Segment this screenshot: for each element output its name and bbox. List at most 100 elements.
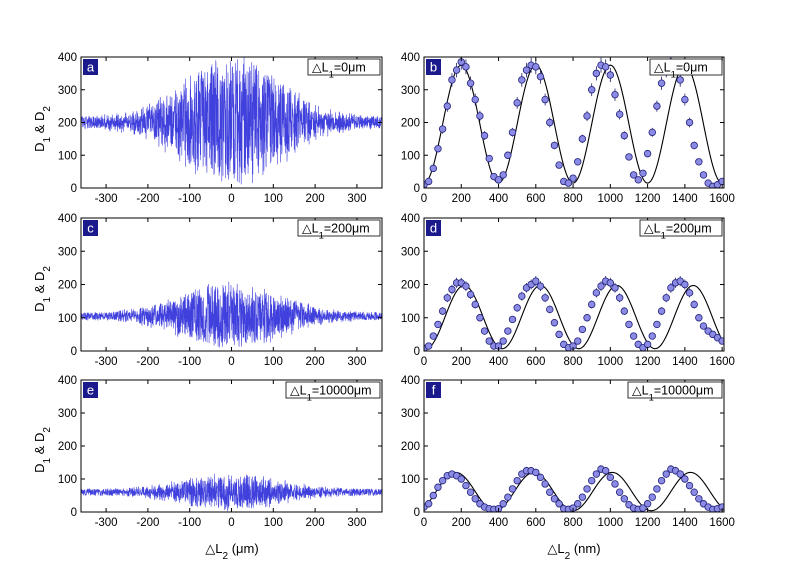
panel-d-data-point: [513, 304, 521, 312]
panel-f-data-point: [471, 495, 479, 503]
panel-e-xtick-label: -100: [178, 517, 201, 529]
panel-f-xtick-label: 0: [421, 517, 427, 529]
panel-d-data-point: [424, 342, 433, 350]
panel-d-data-point: [718, 337, 724, 345]
panel-f-data-point: [536, 473, 545, 482]
panel-d-xtick-label: 1200: [635, 356, 661, 368]
panel-e-ytick-label: 300: [58, 408, 77, 420]
panel-f-data-point: [504, 493, 512, 501]
panel-b-data-point: [434, 144, 442, 153]
panel-f-plot-area: [424, 465, 724, 512]
panel-c-annotation: △L1=200μm: [302, 222, 370, 242]
panel-b-data-point: [648, 128, 656, 137]
panel-c-ytick-label: 400: [58, 213, 77, 225]
panel-b-data-point: [536, 72, 545, 81]
panel-b-annotation: △L1=0μm: [654, 61, 708, 81]
panel-f-data-point: [611, 480, 619, 488]
panel-d-data-point: [448, 285, 456, 294]
panel-f-data-point: [662, 470, 670, 478]
panel-f-data-point: [457, 475, 465, 483]
panel-b-fit-curve: [424, 64, 724, 184]
panel-c-ytick-label: 300: [58, 246, 77, 258]
panel-e-ytick-label: 200: [58, 441, 77, 453]
panel-d-letter-badge: [426, 220, 441, 236]
panel-c-xtick-label: -200: [136, 356, 159, 368]
panel-e-xtick-label: 0: [228, 517, 234, 529]
panel-d-data-point: [657, 307, 666, 315]
panel-f-data-point: [681, 475, 689, 483]
panel-e-annotation-box: [285, 381, 381, 399]
panel-d-data-point: [699, 322, 708, 330]
panel-b-data-point: [424, 177, 433, 186]
panel-f-xtick-label: 1400: [672, 517, 698, 529]
panel-f-data-point: [438, 476, 447, 485]
panel-d-data-point: [476, 314, 484, 322]
panel-f-data-point: [657, 476, 666, 485]
panel-f-data-point: [601, 467, 610, 475]
panel-b-data-point: [685, 118, 694, 127]
xlabel-right: △L2 (nm): [547, 541, 600, 562]
panel-d-xtick-label: 400: [489, 356, 508, 368]
panel-a-xtick-label: 100: [264, 193, 283, 205]
panel-b-data-point: [550, 141, 559, 150]
panel-f-data-point: [541, 480, 549, 488]
panel-d-xtick-label: 200: [452, 356, 471, 368]
panel-f-data-point: [429, 491, 438, 500]
panel-d-annotation: △L1=200μm: [644, 222, 712, 242]
panel-f-data-point: [462, 481, 470, 490]
panel-f-data-point: [620, 495, 629, 503]
panel-d-data-point: [690, 300, 698, 309]
panel-f-data-point: [606, 473, 615, 482]
panel-f-letter-badge: [426, 382, 441, 398]
panel-b-letter-badge: [426, 59, 441, 75]
panel-c-frame: [80, 217, 383, 352]
ylabel-row1-sub1: 1: [42, 137, 53, 143]
panel-f-annotation: △L1=10000μm: [632, 384, 714, 404]
panel-d-data-point: [504, 327, 512, 335]
panel-b-xtick-label: 1600: [709, 193, 735, 205]
panel-d-data-point: [555, 330, 563, 339]
panel-a: -300 -200 -100 0 100 200 300 0 100 200 300 400 a △L1=…: [58, 52, 383, 205]
panel-c-xtick-label: 0: [228, 356, 234, 368]
panel-b-data-point: [480, 131, 489, 140]
panel-d-data-point: [611, 284, 619, 292]
panel-b-data-point: [606, 71, 615, 79]
panel-b-data-point: [466, 79, 475, 87]
panel-b-xtick-label: 0: [421, 193, 427, 205]
panel-b-data-point: [676, 76, 684, 84]
panel-c-xtick-label: 300: [347, 356, 366, 368]
panel-a-xtick-label: 0: [228, 193, 234, 205]
panel-d-data-point: [615, 294, 624, 302]
panel-b-data-point: [629, 171, 638, 179]
panel-c-annotation-box: [297, 219, 381, 237]
panel-f-data-point: [643, 500, 652, 508]
panels-layer: -300 -200 -100 0 100 200 300 0 100 200 300 400 a △L1=…: [58, 52, 735, 529]
panel-b-xtick-label: 400: [489, 193, 508, 205]
panel-f-ytick-label: 200: [401, 441, 420, 453]
panel-d-annotation-box: [639, 219, 723, 237]
panel-f-ytick-label: 0: [414, 507, 420, 519]
panel-f-data-point: [695, 495, 703, 503]
panel-b-data-point: [518, 76, 526, 84]
panel-d-data-point: [499, 337, 507, 345]
panel-d-ytick-label: 100: [401, 313, 420, 325]
panel-d-xtick-label: 0: [421, 356, 427, 368]
panel-b-ytick-label: 400: [401, 52, 420, 64]
panel-d-ytick-label: 300: [401, 246, 420, 258]
panel-c-xtick-label: 200: [306, 356, 325, 368]
panel-b-data-point: [569, 174, 577, 182]
panel-b-annotation-box: [649, 58, 723, 76]
panel-b-data-point: [546, 118, 554, 127]
panel-a-xtick-label: 300: [347, 193, 366, 205]
panel-b-plot-area: [424, 57, 724, 188]
panel-d-data-point: [438, 307, 447, 315]
panel-a-xtick-label: 200: [306, 193, 325, 205]
panel-e-xtick-label: 100: [264, 517, 283, 529]
panel-c-series-line: [81, 281, 382, 348]
panel-f-ytick-label: 400: [401, 375, 420, 387]
panel-b-data-point: [615, 110, 624, 119]
panel-c-plot-area: [81, 281, 382, 348]
panel-f-data-point: [578, 493, 587, 501]
panel-d-data-point: [629, 332, 638, 340]
panel-b-data-point: [443, 102, 451, 110]
